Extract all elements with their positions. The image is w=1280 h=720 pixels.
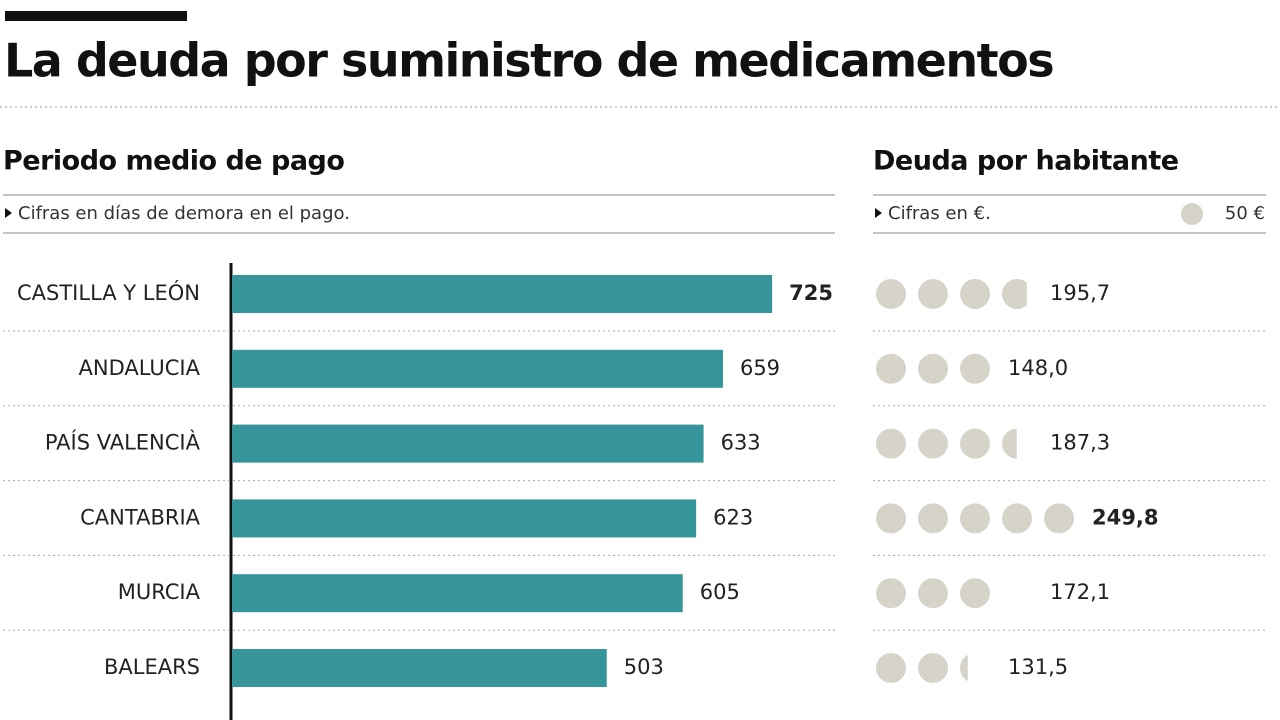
dot bbox=[876, 653, 906, 683]
dot bbox=[960, 279, 990, 309]
category-label: BALEARS bbox=[104, 655, 200, 679]
bar bbox=[232, 574, 683, 613]
legend-label: 50 € bbox=[1225, 203, 1265, 224]
subtitle: Deuda por habitante bbox=[873, 146, 1179, 177]
dot bbox=[876, 578, 906, 609]
legend-dot bbox=[1181, 203, 1203, 225]
bar bbox=[232, 349, 723, 388]
value-label: 249,8 bbox=[1092, 505, 1158, 529]
value-label: 633 bbox=[721, 431, 761, 455]
note: Cifras en €. bbox=[888, 203, 991, 224]
bullet bbox=[5, 208, 12, 218]
bar bbox=[232, 275, 773, 313]
value-label: 148,0 bbox=[1008, 356, 1068, 380]
dot-partial bbox=[960, 654, 968, 682]
value-label: 172,1 bbox=[1050, 580, 1110, 604]
category-label: MURCIA bbox=[118, 580, 201, 604]
category-label: ANDALUCIA bbox=[79, 356, 201, 380]
value-label: 623 bbox=[713, 505, 753, 529]
dot bbox=[918, 428, 948, 459]
category-label: PAÍS VALENCIÀ bbox=[45, 430, 201, 455]
dot bbox=[960, 353, 990, 384]
dot bbox=[918, 279, 948, 309]
note: Cifras en días de demora en el pago. bbox=[18, 203, 350, 224]
category-label: CASTILLA Y LEÓN bbox=[17, 280, 200, 305]
chart-title: La deuda por suministro de medicamentos bbox=[4, 34, 1053, 88]
dot bbox=[918, 503, 948, 534]
dot-partial bbox=[1002, 279, 1027, 309]
value-label: 187,3 bbox=[1050, 431, 1110, 455]
dot bbox=[1002, 503, 1032, 534]
bar bbox=[232, 424, 704, 463]
bar bbox=[232, 499, 697, 538]
value-label: 195,7 bbox=[1050, 281, 1110, 305]
dot bbox=[960, 428, 990, 459]
dot bbox=[876, 279, 906, 309]
title-bar bbox=[5, 11, 187, 21]
value-label: 605 bbox=[700, 580, 740, 604]
dot-partial bbox=[1002, 428, 1017, 459]
subtitle: Periodo medio de pago bbox=[3, 146, 344, 177]
dot bbox=[876, 503, 906, 534]
value-label: 131,5 bbox=[1008, 655, 1068, 679]
category-label: CANTABRIA bbox=[80, 505, 200, 529]
value-label: 503 bbox=[624, 655, 664, 679]
dot bbox=[876, 428, 906, 459]
dot bbox=[1044, 503, 1074, 534]
dot bbox=[918, 653, 948, 683]
dot-partial bbox=[1002, 578, 1032, 608]
value-label: 659 bbox=[740, 356, 780, 380]
dot bbox=[876, 353, 906, 384]
bar bbox=[232, 649, 607, 687]
value-label: 725 bbox=[789, 281, 833, 305]
dot bbox=[960, 578, 990, 609]
bullet bbox=[875, 208, 882, 218]
dot bbox=[918, 578, 948, 609]
dot bbox=[918, 353, 948, 384]
dot bbox=[960, 503, 990, 534]
